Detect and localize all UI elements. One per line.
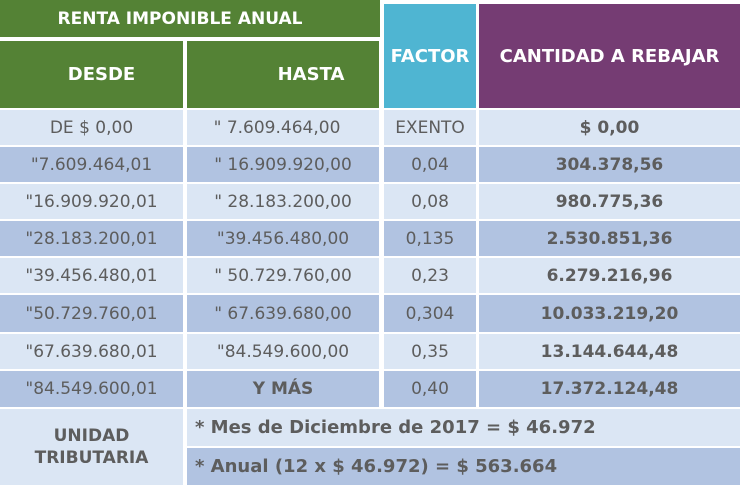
- desde-header: DESDE: [0, 41, 183, 108]
- row-factor: 0,40: [384, 371, 476, 407]
- row-cantidad: 17.372.124,48: [479, 371, 740, 407]
- row-factor: 0,35: [384, 334, 476, 369]
- row-hasta: " 50.729.760,00: [187, 258, 379, 293]
- row-factor: 0,23: [384, 258, 476, 293]
- row-cantidad: 304.378,56: [479, 147, 740, 182]
- row-desde: DE $ 0,00: [0, 110, 183, 145]
- row-cantidad: 13.144.644,48: [479, 334, 740, 369]
- row-cantidad: 2.530.851,36: [479, 221, 740, 256]
- row-desde: "84.549.600,01: [0, 371, 183, 407]
- row-cantidad: 980.775,36: [479, 184, 740, 219]
- row-desde: "39.456.480,01: [0, 258, 183, 293]
- unidad-line-1: UNIDAD: [53, 426, 130, 446]
- hasta-header: HASTA: [187, 41, 379, 108]
- row-hasta: "39.456.480,00: [187, 221, 379, 256]
- row-hasta: " 7.609.464,00: [187, 110, 379, 145]
- row-desde: "16.909.920,01: [0, 184, 183, 219]
- row-desde: "50.729.760,01: [0, 295, 183, 332]
- row-desde: "7.609.464,01: [0, 147, 183, 182]
- mes-diciembre-note: * Mes de Diciembre de 2017 = $ 46.972: [187, 409, 740, 446]
- row-factor: 0,08: [384, 184, 476, 219]
- row-cantidad: 6.279.216,96: [479, 258, 740, 293]
- factor-header: FACTOR: [384, 4, 476, 108]
- row-hasta: "84.549.600,00: [187, 334, 379, 369]
- row-cantidad: $ 0,00: [479, 110, 740, 145]
- row-factor: 0,135: [384, 221, 476, 256]
- row-factor: 0,304: [384, 295, 476, 332]
- unidad-tributaria-label: UNIDAD TRIBUTARIA: [0, 409, 183, 485]
- unidad-line-2: TRIBUTARIA: [34, 448, 149, 468]
- row-hasta: " 28.183.200,00: [187, 184, 379, 219]
- row-factor: EXENTO: [384, 110, 476, 145]
- row-desde: "67.639.680,01: [0, 334, 183, 369]
- row-hasta: " 67.639.680,00: [187, 295, 379, 332]
- row-factor: 0,04: [384, 147, 476, 182]
- renta-imponible-header: RENTA IMPONIBLE ANUAL: [0, 0, 380, 37]
- row-cantidad: 10.033.219,20: [479, 295, 740, 332]
- cantidad-header: CANTIDAD A REBAJAR: [479, 4, 740, 108]
- row-hasta: Y MÁS: [187, 371, 379, 407]
- anual-note: * Anual (12 x $ 46.972) = $ 563.664: [187, 448, 740, 485]
- row-hasta: " 16.909.920,00: [187, 147, 379, 182]
- row-desde: "28.183.200,01: [0, 221, 183, 256]
